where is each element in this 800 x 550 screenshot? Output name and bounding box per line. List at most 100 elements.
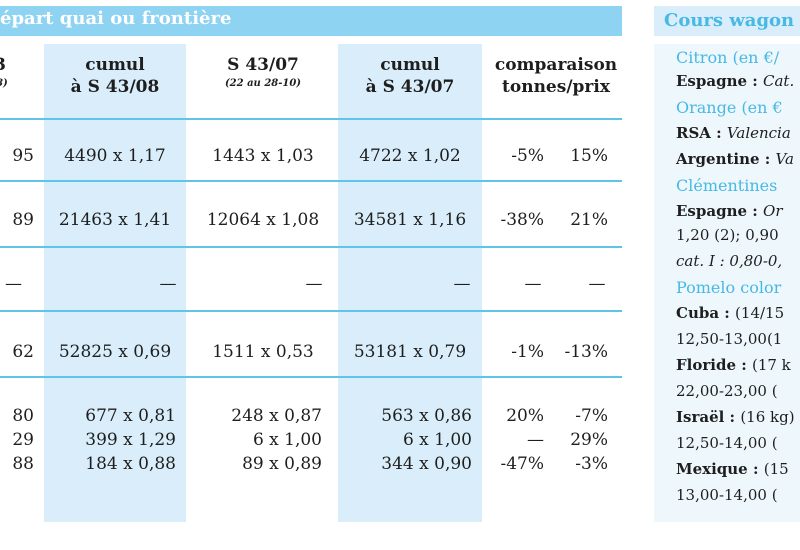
cell-prix: —	[588, 274, 606, 294]
cell-cumul-08: 21463 x 1,41	[58, 210, 172, 230]
row-divider	[0, 118, 622, 120]
cell-cumul-08: 4490 x 1,17	[64, 146, 166, 166]
cell-tonnes: -47%	[500, 454, 544, 474]
cell-prix: 29%	[570, 430, 608, 450]
cell-cumul-08: 184 x 0,88	[85, 454, 176, 474]
cell-cumul-08: 52825 x 0,69	[58, 342, 172, 362]
row-divider	[0, 246, 622, 248]
panel-line-value: (16 kg)	[740, 408, 795, 426]
cell-cumul-07: 6 x 1,00	[402, 430, 472, 450]
panel-line-country: Espagne :	[676, 72, 764, 90]
panel-header: Cours wagon	[654, 6, 800, 36]
panel-line-variety: Va	[775, 150, 794, 168]
panel-line: Orange (en €	[676, 98, 783, 117]
panel-line-category: Orange (en €	[676, 98, 783, 117]
cell-week-07: 248 x 0,87	[231, 406, 322, 426]
cell-week: 95	[12, 146, 34, 166]
panel-line-variety: Or	[763, 202, 783, 220]
panel-line-category: Citron (en €/	[676, 48, 780, 67]
panel-line: Espagne : Cat.	[676, 72, 794, 90]
panel-line: Pomelo color	[676, 278, 781, 297]
panel-line-value: 13,00-14,00 (	[676, 486, 778, 504]
cell-prix: -3%	[575, 454, 608, 474]
cell-tonnes: -38%	[500, 210, 544, 230]
panel-line-country: Israël :	[676, 408, 741, 426]
panel-line-variety: Valencia	[726, 124, 791, 142]
column-header-cumul-08: cumul à S 43/08	[70, 55, 160, 97]
cell-prix: -13%	[564, 342, 608, 362]
cell-week: 80	[12, 406, 34, 426]
panel-line-country: Mexique :	[676, 460, 764, 478]
panel-line: Mexique : (15	[676, 460, 789, 478]
panel-line: Cuba : (14/15	[676, 304, 784, 322]
panel-line-country: RSA :	[676, 124, 727, 142]
row-divider	[0, 376, 622, 378]
panel-line-category: Pomelo color	[676, 278, 782, 297]
cell-tonnes: —	[524, 274, 542, 294]
price-panel: Cours wagon Citron (en €/ Espagne : Cat. O…	[654, 0, 800, 550]
cell-week-07: —	[305, 274, 323, 294]
cell-cumul-07: 344 x 0,90	[381, 454, 472, 474]
cell-prix: -7%	[575, 406, 608, 426]
panel-line-value: 12,50-13,00(1	[676, 330, 783, 348]
cell-cumul-08: —	[159, 274, 177, 294]
panel-line: Clémentines	[676, 176, 777, 195]
panel-title: Cours wagon	[664, 10, 795, 31]
cell-cumul-08: 399 x 1,29	[85, 430, 176, 450]
panel-line-country: Argentine :	[676, 150, 776, 168]
cell-cumul-07: —	[453, 274, 471, 294]
cell-week: 29	[12, 430, 34, 450]
column-band-cumul-08	[44, 44, 186, 522]
column-header-comparison: comparaison tonnes/prix	[494, 55, 618, 97]
panel-line-value: (14/15	[735, 304, 785, 322]
cell-prix: 15%	[570, 146, 608, 166]
panel-line-value: 12,50-14,00 (	[676, 434, 778, 452]
cell-prix: 21%	[570, 210, 608, 230]
panel-line: Argentine : Va	[676, 150, 794, 168]
panel-line: Espagne : Or	[676, 202, 782, 220]
cell-tonnes: —	[527, 430, 544, 450]
section-title: épart quai ou frontière	[0, 8, 232, 29]
cell-week: 89	[12, 210, 34, 230]
column-band-cumul-07	[338, 44, 482, 522]
cell-tonnes: -5%	[511, 146, 544, 166]
panel-line-category: Clémentines	[676, 176, 778, 195]
cell-week-07: 89 x 0,89	[242, 454, 322, 474]
panel-line: 12,50-14,00 (	[676, 434, 778, 452]
panel-line: 12,50-13,00(1	[676, 330, 782, 348]
row-divider	[0, 180, 622, 182]
panel-body	[654, 44, 800, 522]
panel-line: Floride : (17 k	[676, 356, 791, 374]
panel-line-variety: cat. I : 0,80-0,	[676, 252, 783, 270]
row-divider	[0, 310, 622, 312]
cell-week: —	[5, 274, 22, 294]
cell-cumul-07: 563 x 0,86	[381, 406, 472, 426]
panel-line: cat. I : 0,80-0,	[676, 252, 782, 270]
section-header-band	[0, 6, 622, 36]
panel-line-country: Espagne :	[676, 202, 764, 220]
panel-line: Citron (en €/	[676, 48, 779, 67]
cell-week: 88	[12, 454, 34, 474]
panel-line-value: (15	[763, 460, 789, 478]
cell-tonnes: -1%	[511, 342, 544, 362]
column-header-week: 3 /8)	[0, 55, 8, 89]
cell-week-07: 1511 x 0,53	[212, 342, 314, 362]
panel-line-variety: Cat.	[763, 72, 795, 90]
column-header-week-07: S 43/07 (22 au 28-10)	[224, 55, 302, 89]
cell-tonnes: 20%	[506, 406, 544, 426]
panel-line: Israël : (16 kg)	[676, 408, 795, 426]
panel-line-value: 22,00-23,00 (	[676, 382, 778, 400]
panel-line: 22,00-23,00 (	[676, 382, 778, 400]
cell-week-07: 12064 x 1,08	[206, 210, 320, 230]
panel-line-value: 1,20 (2); 0,90	[676, 226, 779, 244]
panel-line: RSA : Valencia	[676, 124, 791, 142]
cell-cumul-07: 4722 x 1,02	[359, 146, 461, 166]
cell-cumul-07: 53181 x 0,79	[353, 342, 467, 362]
cell-week: 62	[12, 342, 34, 362]
panel-line-country: Floride :	[676, 356, 752, 374]
panel-line-country: Cuba :	[676, 304, 736, 322]
panel-line-value: (17 k	[751, 356, 791, 374]
cell-week-07: 6 x 1,00	[252, 430, 322, 450]
panel-line: 1,20 (2); 0,90	[676, 226, 779, 244]
cell-week-07: 1443 x 1,03	[212, 146, 314, 166]
